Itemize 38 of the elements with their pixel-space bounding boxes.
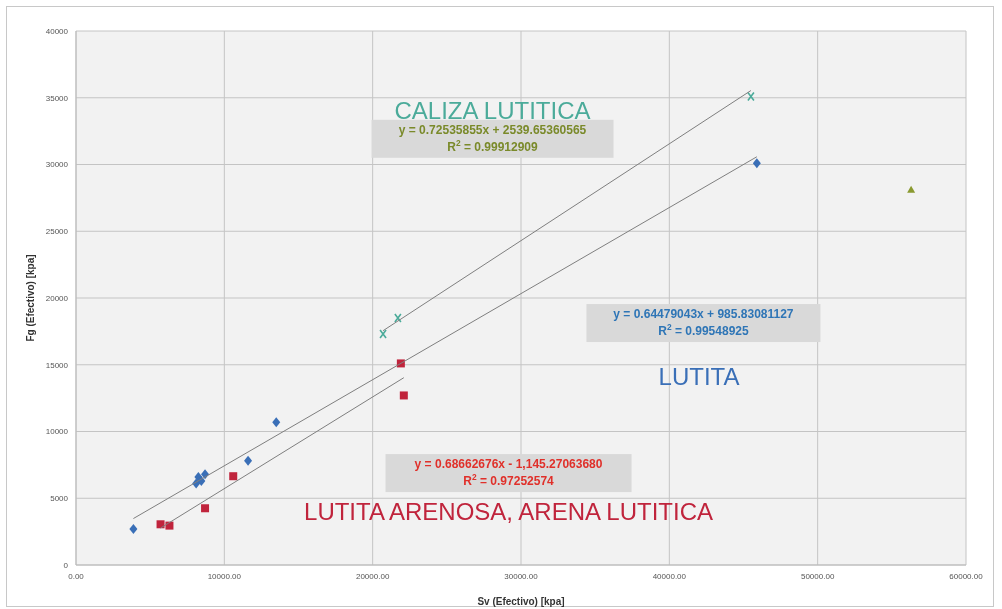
x-tick-label: 20000.00	[355, 571, 390, 581]
point	[129, 523, 138, 534]
y-tick-label: 30000	[45, 160, 69, 170]
annotation: R$^{2}$ = 0.99548925	[658, 322, 749, 339]
y-tick-label: 10000	[45, 427, 69, 437]
point	[907, 185, 916, 193]
point	[394, 313, 402, 323]
text: CALIZA LUTITICA	[394, 97, 591, 125]
y-axis-title: Fg (Efectivo) [kpa]	[24, 254, 36, 342]
point	[752, 158, 761, 169]
x-tick-label: 30000.00	[504, 571, 539, 581]
x-tick-label: 40000.00	[652, 571, 687, 581]
annotation: y = 0.68662676x - 1,145.27063680	[414, 457, 603, 472]
point	[272, 417, 281, 428]
y-tick-label: 5000	[50, 494, 69, 504]
point	[244, 455, 253, 466]
y-tick-label: 0	[63, 560, 69, 570]
point	[201, 504, 210, 513]
x-tick-label: 60000.00	[949, 571, 984, 581]
point	[379, 329, 387, 339]
y-tick-label: 20000	[45, 293, 69, 303]
annotation: R$^{2}$ = 0.99912909	[447, 137, 539, 154]
annotation: y = 0.72535855x + 2539.65360565	[398, 122, 587, 137]
y-tick-label: 35000	[45, 93, 69, 103]
x-tick-label: 50000.00	[800, 571, 835, 581]
point	[399, 391, 408, 400]
x-tick-label: 0.00	[68, 571, 85, 581]
y-tick-label: 40000	[45, 26, 69, 36]
y-tick-label: 25000	[45, 227, 69, 237]
x-tick-label: 10000.00	[207, 571, 242, 581]
x-axis-title: Sv (Efectivo) [kpa]	[477, 596, 565, 607]
y-tick-label: 15000	[45, 360, 69, 370]
point	[747, 91, 755, 102]
text: LUTITA	[658, 363, 740, 391]
annotation: y = 0.64479043x + 985.83081127	[613, 307, 794, 322]
annotation: R$^{2}$ = 0.97252574	[463, 472, 555, 489]
point	[229, 472, 238, 481]
text: LUTITA ARENOSA, ARENA LUTITICA	[304, 497, 714, 525]
